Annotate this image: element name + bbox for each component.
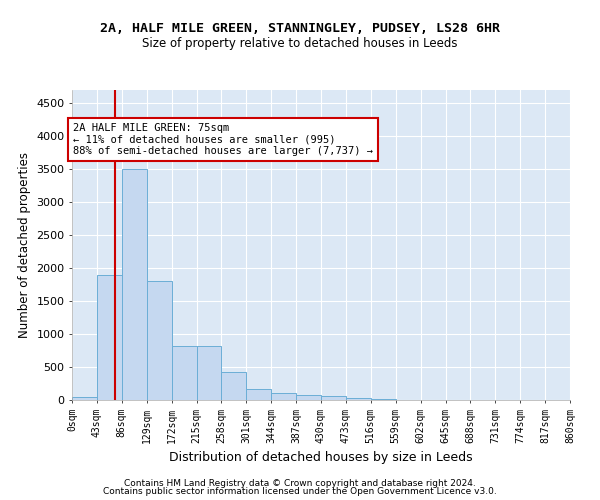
Bar	[246, 389, 271, 400]
Bar	[321, 396, 346, 400]
X-axis label: Distribution of detached houses by size in Leeds: Distribution of detached houses by size …	[169, 451, 473, 464]
Bar	[346, 398, 371, 400]
Bar	[172, 346, 197, 400]
Bar	[97, 274, 122, 400]
Bar	[72, 396, 97, 400]
Text: Contains HM Land Registry data © Crown copyright and database right 2024.: Contains HM Land Registry data © Crown c…	[124, 478, 476, 488]
Bar	[146, 282, 172, 400]
Bar	[122, 169, 146, 400]
Y-axis label: Number of detached properties: Number of detached properties	[17, 152, 31, 338]
Bar	[221, 372, 247, 400]
Text: Size of property relative to detached houses in Leeds: Size of property relative to detached ho…	[142, 38, 458, 51]
Bar	[271, 394, 296, 400]
Text: 2A HALF MILE GREEN: 75sqm
← 11% of detached houses are smaller (995)
88% of semi: 2A HALF MILE GREEN: 75sqm ← 11% of detac…	[73, 123, 373, 156]
Bar	[296, 394, 321, 400]
Text: Contains public sector information licensed under the Open Government Licence v3: Contains public sector information licen…	[103, 487, 497, 496]
Bar	[197, 346, 221, 400]
Text: 2A, HALF MILE GREEN, STANNINGLEY, PUDSEY, LS28 6HR: 2A, HALF MILE GREEN, STANNINGLEY, PUDSEY…	[100, 22, 500, 36]
